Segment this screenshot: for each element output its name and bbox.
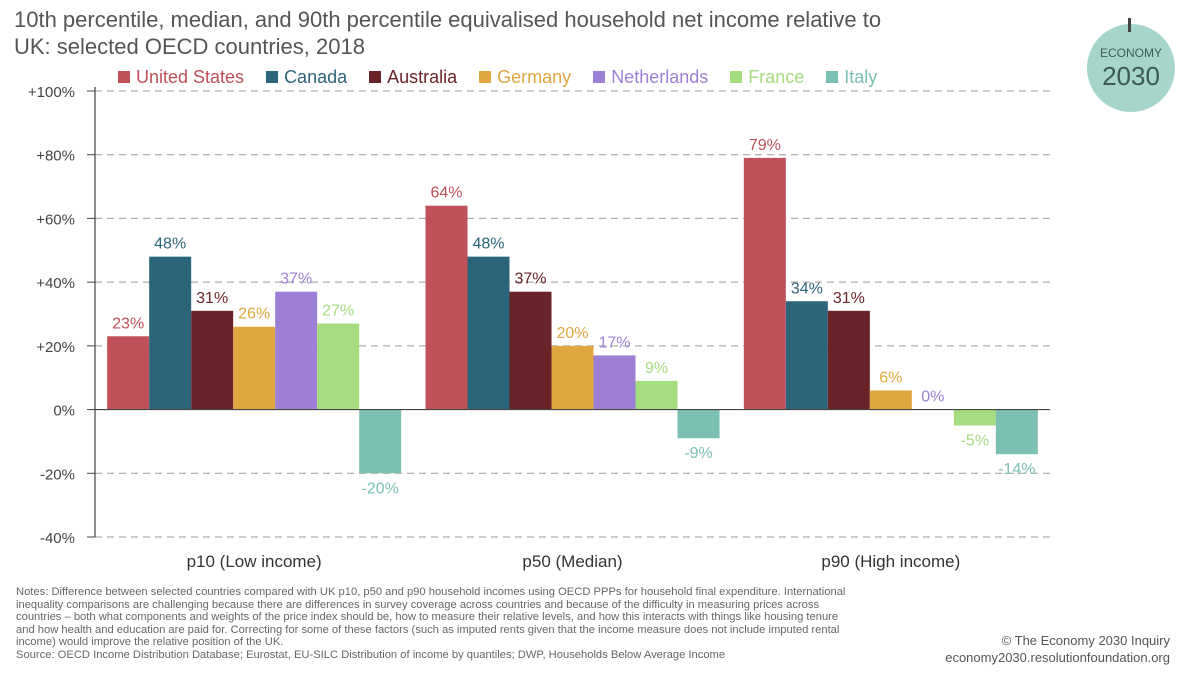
data-label: 23%	[112, 315, 144, 332]
bar-italy-3	[995, 409, 1038, 455]
bar-united-states-1	[107, 336, 150, 410]
bar-netherlands-1	[275, 291, 318, 410]
legend-item-italy: Italy	[826, 67, 877, 88]
legend-swatch	[479, 71, 492, 83]
legend-label: France	[748, 66, 805, 87]
notes-line: countries – both what components and wei…	[16, 611, 839, 624]
bar-chart: 23% 48% 31% 26% 37% 27% -20% 64% 48% 37% 20% 17% 9% -…	[28, 84, 1050, 571]
credit-url: economy2030.resolutionfoundation.org	[945, 650, 1170, 665]
chart-title: 10th percentile, median, and 90th percen…	[14, 6, 1054, 60]
legend-swatch	[730, 71, 743, 83]
legend-label: Netherlands	[611, 66, 709, 87]
notes-line: Notes: Difference between selected count…	[16, 586, 846, 598]
data-label: 48%	[154, 236, 186, 253]
legend-item-australia: Australia	[369, 67, 457, 88]
legend-label: Australia	[387, 66, 458, 87]
data-label: 64%	[430, 185, 462, 202]
legend-swatch	[826, 71, 839, 83]
data-label: -14%	[998, 461, 1035, 478]
credit-block: © The Economy 2030 Inquiry economy2030.r…	[945, 632, 1170, 666]
data-label: 37%	[514, 271, 546, 288]
chart-title-line-2: UK: selected OECD countries, 2018	[14, 34, 365, 59]
data-label: -5%	[961, 433, 989, 450]
legend-swatch	[369, 71, 382, 83]
credit-copyright: © The Economy 2030 Inquiry	[1001, 633, 1170, 648]
notes-line: inequality comparisons are challenging b…	[16, 598, 820, 611]
data-label: 37%	[280, 271, 312, 288]
data-label: -20%	[361, 480, 398, 497]
y-tick-label: 0%	[53, 403, 75, 420]
logo-text-bottom: 2030	[1102, 61, 1160, 91]
bars	[107, 157, 1038, 474]
legend-item-france: France	[730, 67, 804, 88]
notes-line: Source: OECD Income Distribution Databas…	[16, 648, 726, 661]
legend-item-united-states: United States	[118, 67, 244, 88]
logo-circle	[1087, 24, 1175, 112]
bar-germany-3	[869, 390, 912, 410]
legend-swatch	[593, 71, 606, 83]
chart-notes: Notes: Difference between selected count…	[16, 586, 976, 662]
bar-united-states-2	[425, 205, 468, 410]
bar-canada-3	[785, 301, 828, 410]
chart-legend: United States Canada Australia Germany Nethe…	[118, 66, 899, 88]
data-label: 79%	[749, 137, 781, 154]
bar-australia-3	[827, 310, 870, 410]
logo-tick-mark	[1128, 18, 1131, 32]
data-labels: 23% 48% 31% 26% 37% 27% -20% 64% 48% 37% 20% 17% 9% -…	[112, 137, 1035, 497]
legend-label: United States	[136, 66, 245, 87]
bar-united-states-3	[743, 157, 786, 410]
data-label: 27%	[322, 303, 354, 320]
y-tick-label: -40%	[40, 530, 75, 547]
legend-item-germany: Germany	[479, 67, 571, 88]
data-label: -9%	[684, 445, 712, 462]
chart-title-line-1: 10th percentile, median, and 90th percen…	[14, 7, 882, 32]
logo-text-top: ECONOMY	[1100, 46, 1162, 60]
economy-2030-logo: ECONOMY 2030	[1085, 12, 1175, 112]
y-tick-label: +20%	[36, 339, 75, 356]
bar-france-3	[953, 409, 996, 426]
notes-line: and how health and education are paid fo…	[16, 623, 840, 636]
y-tick-label: +100%	[28, 84, 75, 101]
notes-line: income) would improve the relative posit…	[16, 636, 284, 649]
economy-2030-logo-graphic: ECONOMY 2030	[1087, 18, 1175, 112]
legend-item-netherlands: Netherlands	[593, 67, 708, 88]
data-label: 26%	[238, 306, 270, 323]
axes: +100% +80% +60% +40% +20% 0% -20% -40% p10 (Low …	[28, 84, 1050, 571]
bar-canada-1	[149, 256, 192, 410]
x-category-label: p50 (Median)	[522, 552, 622, 571]
bar-netherlands-2	[593, 355, 636, 410]
bar-australia-2	[509, 291, 552, 410]
x-category-label: p10 (Low income)	[187, 552, 322, 571]
bar-germany-2	[551, 345, 594, 410]
data-label: 17%	[598, 334, 630, 351]
bar-france-2	[635, 380, 678, 410]
legend-swatch	[118, 71, 130, 83]
legend-label: Germany	[497, 66, 572, 87]
y-tick-label: +80%	[36, 148, 75, 165]
y-tick-label: -20%	[40, 466, 75, 483]
legend-label: Italy	[844, 66, 878, 87]
legend-label: Canada	[284, 66, 348, 87]
bar-italy-2	[677, 409, 720, 439]
data-label: 31%	[833, 290, 865, 307]
data-label: 9%	[645, 360, 668, 377]
data-label: 34%	[791, 280, 823, 297]
bar-germany-1	[233, 326, 276, 410]
y-tick-label: +40%	[36, 275, 75, 292]
bar-italy-1	[359, 409, 402, 474]
data-label: 20%	[556, 325, 588, 342]
legend-swatch	[266, 71, 279, 83]
data-label: 48%	[472, 236, 504, 253]
data-label: 31%	[196, 290, 228, 307]
bar-australia-1	[191, 310, 234, 410]
legend-item-canada: Canada	[266, 67, 347, 88]
data-label: 0%	[921, 389, 944, 406]
data-label: 6%	[879, 369, 902, 386]
bar-canada-2	[467, 256, 510, 410]
bar-france-1	[317, 323, 360, 410]
x-category-label: p90 (High income)	[821, 552, 960, 571]
y-tick-label: +60%	[36, 211, 75, 228]
